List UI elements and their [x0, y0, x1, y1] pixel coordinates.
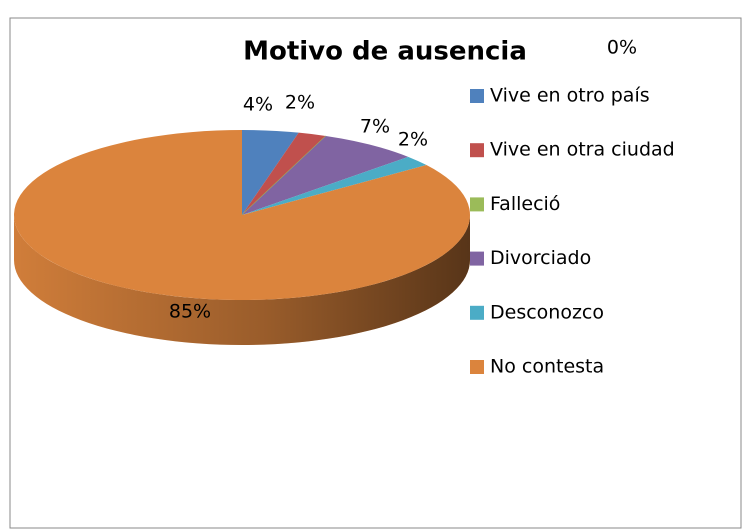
pie-slice	[242, 132, 326, 215]
legend-label: Vive en otro país	[490, 85, 650, 107]
pie-slice	[242, 156, 427, 215]
pie-side-shade	[14, 215, 470, 345]
legend-label: Divorciado	[490, 247, 591, 269]
pie-slice	[13, 130, 471, 300]
pie-slice	[241, 135, 327, 216]
data-label: 7%	[360, 116, 390, 138]
pie-slice	[242, 135, 409, 215]
legend-swatch	[470, 360, 484, 374]
legend-swatch	[470, 89, 484, 103]
pie-slice	[242, 130, 299, 215]
data-label: 2%	[285, 92, 315, 114]
data-label: 0%	[607, 37, 637, 59]
legend-label: Falleció	[490, 193, 560, 215]
legend-label: No contesta	[490, 356, 604, 378]
data-label: 4%	[243, 94, 273, 116]
data-label: 2%	[398, 129, 428, 151]
legend-swatch	[470, 143, 484, 158]
chart-title: Motivo de ausencia	[243, 37, 527, 67]
legend-swatch	[470, 251, 484, 266]
legend-swatch	[470, 197, 484, 212]
legend-swatch	[470, 305, 484, 320]
legend-label: Desconozco	[490, 301, 604, 323]
data-label: 85%	[169, 301, 211, 323]
legend-label: Vive en otra ciudad	[490, 139, 675, 161]
